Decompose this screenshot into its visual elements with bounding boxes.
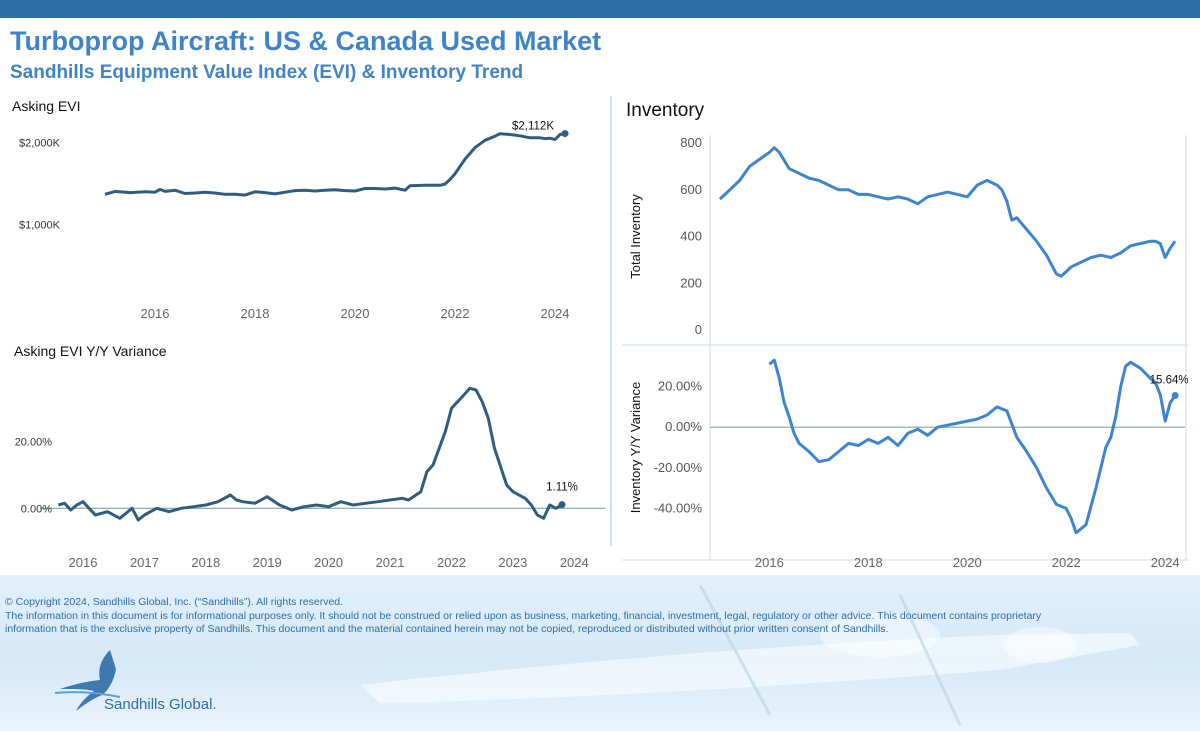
y-tick-label: 20.00% — [658, 379, 703, 394]
x-tick-label: 2020 — [953, 555, 982, 570]
end-point — [558, 501, 566, 509]
y-tick-label: 600 — [680, 182, 702, 197]
end-point — [1171, 392, 1179, 399]
x-tick-label: 2018 — [241, 306, 270, 321]
end-point — [561, 130, 569, 138]
page-subtitle: Sandhills Equipment Value Index (EVI) & … — [10, 62, 524, 83]
y-tick-label: 400 — [680, 229, 702, 244]
y-tick-label: 20.00% — [15, 437, 53, 449]
aircraft-silhouette — [360, 584, 1140, 726]
series-line — [58, 386, 563, 522]
y-tick-label: 200 — [680, 275, 702, 290]
series-line — [104, 132, 566, 197]
inventory-title: Inventory — [626, 100, 705, 121]
y-tick-label: $2,000K — [19, 138, 61, 150]
top-banner — [0, 0, 1200, 18]
footer-background — [0, 575, 1200, 731]
x-tick-label: 2019 — [253, 555, 282, 570]
y-tick-label: 0.00% — [665, 419, 702, 434]
crane-logo-icon — [54, 650, 121, 711]
y-tick-label: -20.00% — [654, 460, 703, 475]
inventory-yy-chart: -40.00% -20.00% 0.00% 20.00% 2016 2018 2020 202… — [622, 342, 1189, 570]
page-title: Turboprop Aircraft: US & Canada Used Mar… — [10, 26, 602, 56]
x-tick-label: 2022 — [437, 555, 466, 570]
y-tick-label: -40.00% — [654, 500, 703, 515]
x-tick-label: 2022 — [1052, 555, 1081, 570]
y-axis-title: Total Inventory — [628, 194, 643, 279]
x-tick-label: 2016 — [69, 555, 98, 570]
x-tick-label: 2016 — [141, 306, 170, 321]
footer-disclaimer-1: The information in this document is for … — [5, 610, 1042, 622]
inventory-chart: 0 200 400 600 800 Total Inventory — [622, 135, 1188, 346]
x-tick-label: 2023 — [498, 555, 527, 570]
asking-evi-yy-title: Asking EVI Y/Y Variance — [14, 343, 167, 359]
panel-divider — [610, 96, 612, 546]
end-value-label: 15.64% — [1150, 375, 1189, 387]
x-tick-label: 2017 — [130, 555, 159, 570]
x-tick-label: 2018 — [854, 555, 883, 570]
brand-logo-text: Sandhills Global. — [104, 696, 217, 713]
x-tick-label: 2024 — [560, 555, 589, 570]
y-axis-title: Inventory Y/Y Variance — [628, 382, 643, 514]
end-value-label: 1.11% — [546, 482, 578, 494]
x-tick-label: 2021 — [376, 555, 405, 570]
x-tick-label: 2020 — [314, 555, 343, 570]
x-tick-label: 2018 — [191, 555, 220, 570]
footer-copyright: © Copyright 2024, Sandhills Global, Inc.… — [5, 596, 344, 608]
end-value-label: $2,112K — [512, 121, 554, 133]
asking-evi-yy-chart: 0.00% 20.00% 2016 2017 2018 2019 2020 2021 2022 2… — [15, 386, 605, 570]
x-tick-label: 2024 — [1151, 555, 1180, 570]
y-tick-label: $1,000K — [19, 220, 61, 232]
asking-evi-title: Asking EVI — [12, 98, 81, 114]
x-tick-label: 2022 — [441, 306, 470, 321]
y-tick-label: 800 — [680, 135, 702, 150]
y-tick-label: 0 — [695, 322, 702, 337]
asking-evi-chart: $1,000K $2,000K 2016 2018 2020 2022 2024 $2,112… — [19, 121, 570, 321]
y-tick-label: 0.00% — [21, 503, 52, 515]
footer-disclaimer-2: information that is the exclusive proper… — [5, 623, 889, 635]
series-line — [718, 146, 1177, 278]
series-line — [768, 358, 1177, 535]
x-tick-label: 2016 — [755, 555, 784, 570]
x-tick-label: 2024 — [541, 306, 570, 321]
x-tick-label: 2020 — [341, 306, 370, 321]
